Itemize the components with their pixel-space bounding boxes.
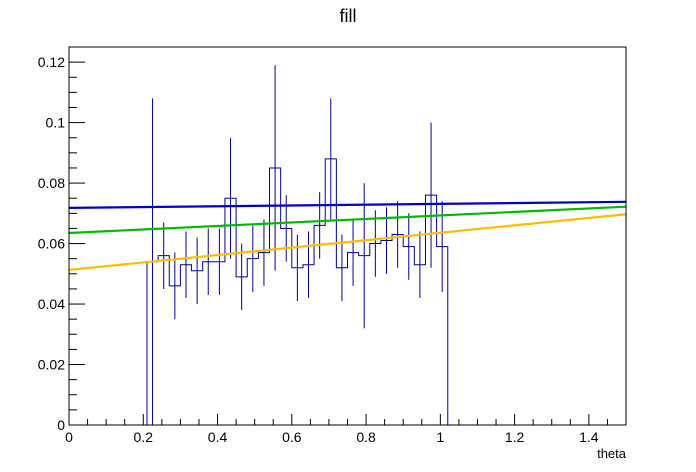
x-tick-label: 0.2 — [134, 429, 154, 445]
x-tick-label: 0.6 — [282, 429, 302, 445]
fit-line-3 — [68, 213, 627, 271]
x-axis: 0 0.2 0.4 0.6 0.8 1 1.2 1.4 — [65, 414, 627, 445]
y-tick-label: 0.08 — [38, 175, 65, 191]
x-tick-label: 0.8 — [356, 429, 376, 445]
fit-lines — [68, 200, 627, 271]
y-tick-label: 0.04 — [38, 296, 65, 312]
x-axis-title: theta — [597, 446, 627, 461]
fit-line-2 — [68, 205, 627, 235]
x-tick-label: 1 — [436, 429, 444, 445]
fit-line-1 — [68, 200, 627, 209]
y-axis: 0 0.02 0.04 0.06 0.08 0.1 0.12 — [38, 46, 85, 433]
y-tick-label: 0.1 — [46, 115, 66, 131]
histogram-outline — [146, 158, 449, 425]
y-tick-label: 0.02 — [38, 357, 65, 373]
x-tick-label: 1.4 — [579, 429, 599, 445]
x-tick-label: 0 — [65, 429, 73, 445]
chart-title: fill — [340, 6, 357, 26]
x-tick-label: 0.4 — [208, 429, 228, 445]
y-tick-label: 0 — [57, 417, 65, 433]
x-tick-label: 1.2 — [505, 429, 525, 445]
y-tick-label: 0.06 — [38, 236, 65, 252]
y-tick-label: 0.12 — [38, 54, 65, 70]
